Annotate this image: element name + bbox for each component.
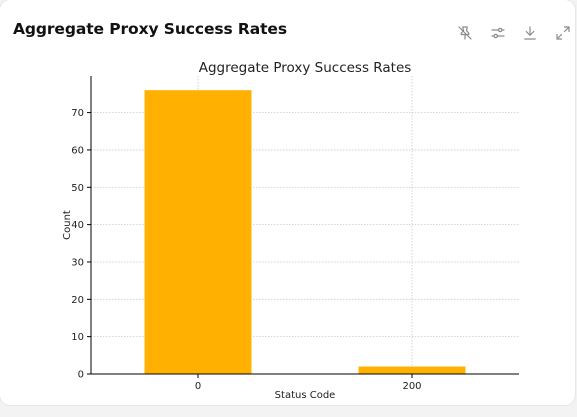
bar-0: [144, 90, 252, 374]
card-title: Aggregate Proxy Success Rates: [13, 20, 287, 38]
bar-chart: 0 10 20 30 40 50 60 70 0 200 Status Code Count Aggre…: [62, 60, 519, 401]
y-tick-label: 30: [71, 257, 84, 268]
x-tick-label: 200: [402, 381, 421, 392]
x-tick-label: 0: [195, 381, 201, 392]
bar-200: [358, 366, 466, 374]
y-tick-label: 0: [78, 370, 84, 381]
y-tick-label: 20: [71, 295, 84, 306]
chart-title: Aggregate Proxy Success Rates: [199, 60, 412, 76]
sliders-icon[interactable]: [487, 22, 509, 44]
y-tick-label: 40: [71, 220, 84, 231]
chart-card: Aggregate Proxy Success Rates: [0, 0, 575, 405]
expand-icon[interactable]: [552, 22, 574, 44]
y-tick-label: 70: [71, 108, 84, 119]
y-tick-label: 10: [71, 332, 84, 343]
y-tick-label: 50: [71, 183, 84, 194]
chart-toolbar: [454, 22, 577, 44]
x-axis-label: Status Code: [275, 390, 336, 401]
y-tick-label: 60: [71, 145, 84, 156]
download-icon[interactable]: [519, 22, 541, 44]
y-axis-label: Count: [62, 210, 73, 240]
pin-off-icon[interactable]: [454, 22, 476, 44]
